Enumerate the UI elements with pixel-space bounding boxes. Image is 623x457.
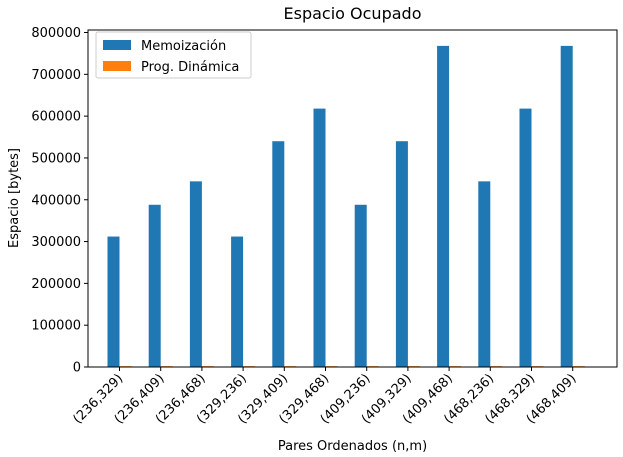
bar-memoizacion-4: [272, 141, 285, 367]
x-axis-title: Pares Ordenados (n,m): [278, 439, 427, 454]
bars-layer: [107, 45, 585, 367]
y-tick-label: 100000: [31, 319, 81, 334]
legend: Memoización Prog. Dinámica: [95, 31, 252, 79]
bar-memoizacion-2: [189, 181, 202, 367]
y-axis-title: Espacio [bytes]: [7, 148, 22, 248]
y-tick-label: 0: [73, 361, 81, 376]
plot-frame: [87, 29, 618, 368]
chart-title: Espacio Ocupado: [284, 4, 422, 23]
y-tick-label: 300000: [31, 235, 81, 250]
bar-memoizacion-7: [395, 141, 408, 367]
y-tick-label: 600000: [31, 110, 81, 125]
y-tick-label: 700000: [31, 68, 81, 83]
legend-label-memoizacion: Memoización: [141, 39, 226, 54]
y-tick-label: 400000: [31, 193, 81, 208]
bar-memoizacion-9: [478, 181, 491, 367]
bar-memoizacion-10: [519, 108, 532, 367]
bar-memoizacion-1: [148, 204, 161, 367]
bar-memoizacion-3: [231, 236, 244, 367]
y-tick-label: 500000: [31, 151, 81, 166]
bar-memoizacion-5: [313, 108, 326, 367]
legend-swatch-prog-dinamica: [103, 61, 131, 71]
bar-memoizacion-8: [437, 45, 450, 367]
legend-label-prog-dinamica: Prog. Dinámica: [141, 60, 239, 75]
legend-frame: [95, 31, 252, 79]
y-tick-label: 800000: [31, 26, 81, 41]
bar-memoizacion-6: [354, 204, 367, 367]
legend-swatch-memoizacion: [103, 40, 131, 50]
y-tick-label: 200000: [31, 277, 81, 292]
bar-memoizacion-11: [560, 45, 573, 367]
bar-memoizacion-0: [107, 236, 120, 367]
